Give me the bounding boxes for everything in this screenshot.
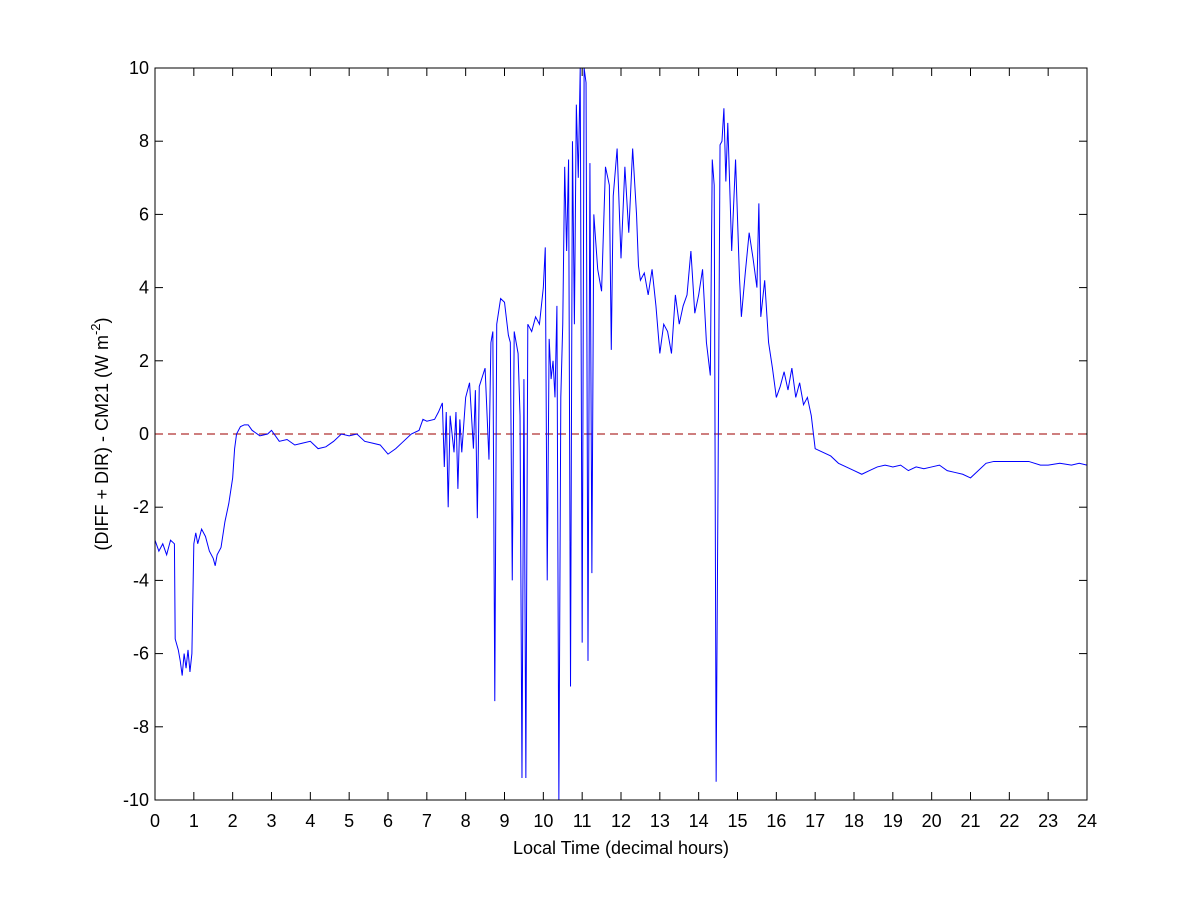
plot-frame <box>154 67 1088 801</box>
y-tick-label: 8 <box>139 131 149 151</box>
y-tick-label: -2 <box>133 497 149 517</box>
y-tick-label: -8 <box>133 717 149 737</box>
y-tick-label: -10 <box>123 790 149 810</box>
x-tick-label: 24 <box>1077 811 1097 831</box>
y-axis-label-text: (DIFF + DIR) - CM21 (W m <box>92 335 112 550</box>
y-tick-label: -4 <box>133 570 149 590</box>
y-tick-label: 6 <box>139 204 149 224</box>
y-tick-label: 4 <box>139 278 149 298</box>
x-tick-label: 3 <box>266 811 276 831</box>
x-tick-label: 4 <box>305 811 315 831</box>
x-tick-label: 21 <box>960 811 980 831</box>
x-tick-label: 19 <box>883 811 903 831</box>
x-tick-label: 18 <box>844 811 864 831</box>
y-axis-label-sup: -2 <box>88 323 103 335</box>
x-tick-label: 7 <box>422 811 432 831</box>
x-tick-label: 20 <box>922 811 942 831</box>
y-tick-label: 10 <box>129 58 149 78</box>
y-axis-label-suffix: ) <box>92 317 112 323</box>
y-tick-label: -6 <box>133 644 149 664</box>
x-tick-label: 2 <box>228 811 238 831</box>
x-tick-label: 8 <box>461 811 471 831</box>
x-tick-label: 13 <box>650 811 670 831</box>
x-tick-label: 1 <box>189 811 199 831</box>
x-tick-label: 11 <box>573 811 592 831</box>
x-tick-label: 23 <box>1038 811 1058 831</box>
x-tick-label: 12 <box>611 811 631 831</box>
x-tick-label: 0 <box>150 811 160 831</box>
y-tick-label: 0 <box>139 424 149 444</box>
x-tick-label: 9 <box>499 811 509 831</box>
x-tick-label: 16 <box>766 811 786 831</box>
x-tick-label: 6 <box>383 811 393 831</box>
x-tick-label: 22 <box>999 811 1019 831</box>
x-tick-label: 10 <box>533 811 553 831</box>
y-axis-label: (DIFF + DIR) - CM21 (W m-2) <box>88 317 112 550</box>
data-line <box>155 68 1087 800</box>
x-tick-label: 5 <box>344 811 354 831</box>
x-tick-label: 17 <box>805 811 825 831</box>
x-tick-label: 15 <box>727 811 747 831</box>
x-axis-label: Local Time (decimal hours) <box>513 838 729 858</box>
x-tick-label: 14 <box>689 811 709 831</box>
y-tick-label: 2 <box>139 351 149 371</box>
